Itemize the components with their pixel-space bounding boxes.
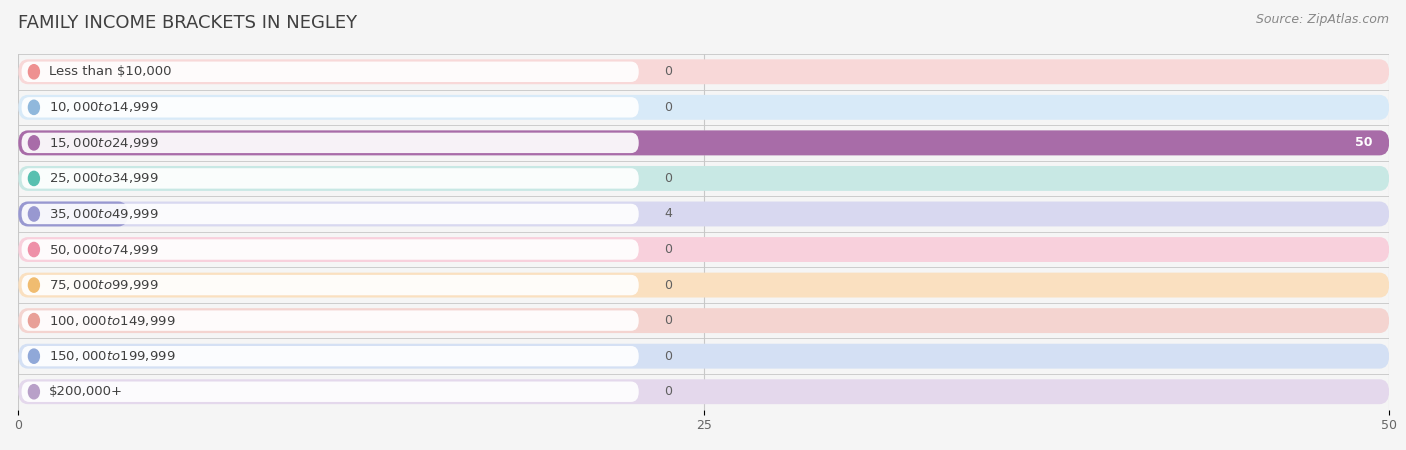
- Text: Less than $10,000: Less than $10,000: [49, 65, 172, 78]
- Circle shape: [28, 100, 39, 114]
- Circle shape: [28, 65, 39, 79]
- Circle shape: [28, 385, 39, 399]
- Text: 0: 0: [664, 65, 672, 78]
- FancyBboxPatch shape: [21, 204, 638, 224]
- Text: 50: 50: [1355, 136, 1372, 149]
- FancyBboxPatch shape: [18, 59, 1389, 84]
- Text: $100,000 to $149,999: $100,000 to $149,999: [49, 314, 176, 328]
- FancyBboxPatch shape: [18, 344, 1389, 369]
- Text: 0: 0: [664, 101, 672, 114]
- Text: Source: ZipAtlas.com: Source: ZipAtlas.com: [1256, 14, 1389, 27]
- Circle shape: [28, 314, 39, 328]
- Text: FAMILY INCOME BRACKETS IN NEGLEY: FAMILY INCOME BRACKETS IN NEGLEY: [18, 14, 357, 32]
- FancyBboxPatch shape: [21, 239, 638, 260]
- FancyBboxPatch shape: [21, 275, 638, 295]
- FancyBboxPatch shape: [18, 95, 1389, 120]
- FancyBboxPatch shape: [21, 346, 638, 366]
- Text: $50,000 to $74,999: $50,000 to $74,999: [49, 243, 159, 256]
- Text: 4: 4: [664, 207, 672, 220]
- FancyBboxPatch shape: [21, 382, 638, 402]
- FancyBboxPatch shape: [18, 273, 1389, 297]
- FancyBboxPatch shape: [18, 202, 1389, 226]
- Text: $150,000 to $199,999: $150,000 to $199,999: [49, 349, 176, 363]
- FancyBboxPatch shape: [18, 379, 1389, 404]
- Text: $35,000 to $49,999: $35,000 to $49,999: [49, 207, 159, 221]
- FancyBboxPatch shape: [21, 97, 638, 117]
- Text: 0: 0: [664, 279, 672, 292]
- Text: 0: 0: [664, 385, 672, 398]
- FancyBboxPatch shape: [18, 130, 1389, 155]
- Circle shape: [28, 243, 39, 256]
- Text: $10,000 to $14,999: $10,000 to $14,999: [49, 100, 159, 114]
- FancyBboxPatch shape: [21, 133, 638, 153]
- Text: 0: 0: [664, 314, 672, 327]
- FancyBboxPatch shape: [18, 166, 1389, 191]
- Text: 0: 0: [664, 172, 672, 185]
- Text: $15,000 to $24,999: $15,000 to $24,999: [49, 136, 159, 150]
- Circle shape: [28, 136, 39, 150]
- Circle shape: [28, 278, 39, 292]
- Text: 0: 0: [664, 350, 672, 363]
- FancyBboxPatch shape: [18, 130, 1389, 155]
- FancyBboxPatch shape: [18, 202, 128, 226]
- FancyBboxPatch shape: [18, 308, 1389, 333]
- Text: $200,000+: $200,000+: [49, 385, 122, 398]
- Text: 0: 0: [664, 243, 672, 256]
- FancyBboxPatch shape: [21, 62, 638, 82]
- FancyBboxPatch shape: [21, 310, 638, 331]
- Text: $75,000 to $99,999: $75,000 to $99,999: [49, 278, 159, 292]
- FancyBboxPatch shape: [21, 168, 638, 189]
- Circle shape: [28, 207, 39, 221]
- Text: $25,000 to $34,999: $25,000 to $34,999: [49, 171, 159, 185]
- Circle shape: [28, 171, 39, 185]
- FancyBboxPatch shape: [18, 237, 1389, 262]
- Circle shape: [28, 349, 39, 363]
